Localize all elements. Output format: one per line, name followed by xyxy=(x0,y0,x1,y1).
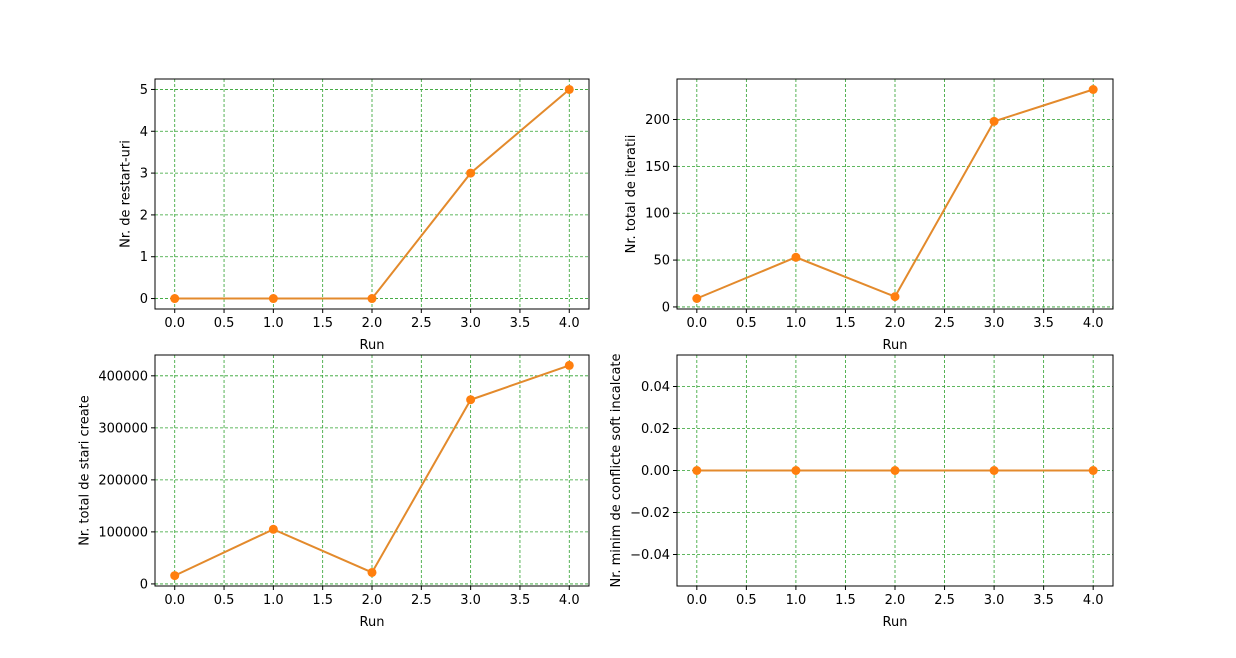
x-tick-label: 2.0 xyxy=(362,593,383,608)
y-tick-label: 200 xyxy=(645,113,670,128)
x-tick-label: 4.0 xyxy=(559,593,580,608)
data-point xyxy=(890,292,900,302)
y-axis-label: Nr. total de stari create xyxy=(77,395,92,546)
x-tick-label: 0.0 xyxy=(686,316,707,331)
x-tick-label: 2.5 xyxy=(934,593,955,608)
x-tick-label: 3.5 xyxy=(1033,316,1054,331)
y-tick-label: 0 xyxy=(140,577,148,592)
x-tick-label: 1.5 xyxy=(835,316,856,331)
data-point xyxy=(466,395,476,405)
x-tick-label: 1.0 xyxy=(786,316,807,331)
x-tick-label: 0.5 xyxy=(736,593,757,608)
x-tick-label: 1.0 xyxy=(263,593,284,608)
x-axis-label: Run xyxy=(883,338,908,353)
x-tick-label: 1.5 xyxy=(835,593,856,608)
data-point xyxy=(564,360,574,370)
x-tick-label: 0.5 xyxy=(736,316,757,331)
y-axis-label: Nr. de restart-uri xyxy=(119,140,134,248)
y-tick-label: 400000 xyxy=(98,369,148,384)
y-tick-label: 0.00 xyxy=(641,464,670,479)
y-tick-label: 0 xyxy=(140,292,148,307)
y-tick-label: 4 xyxy=(140,125,148,140)
x-tick-label: 2.5 xyxy=(411,593,432,608)
data-point xyxy=(1088,84,1098,94)
x-tick-label: 0.0 xyxy=(164,316,185,331)
data-point xyxy=(466,168,476,178)
x-tick-label: 4.0 xyxy=(1083,316,1104,331)
y-tick-label: −0.02 xyxy=(630,506,670,521)
x-tick-label: 0.0 xyxy=(686,593,707,608)
x-tick-label: 0.5 xyxy=(214,593,235,608)
x-tick-label: 3.0 xyxy=(984,316,1005,331)
x-tick-label: 1.0 xyxy=(786,593,807,608)
x-tick-label: 3.5 xyxy=(510,593,531,608)
y-tick-label: 0.02 xyxy=(641,422,670,437)
y-axis-label: Nr. minim de conflicte soft incalcate xyxy=(609,353,624,587)
x-axis-label: Run xyxy=(883,615,908,630)
x-tick-label: 0.0 xyxy=(164,593,185,608)
y-tick-label: 50 xyxy=(653,254,670,269)
data-point xyxy=(268,524,278,534)
data-point xyxy=(268,294,278,304)
data-point xyxy=(791,466,801,475)
x-tick-label: 2.5 xyxy=(934,316,955,331)
y-tick-label: 100 xyxy=(645,207,670,222)
x-axis-label: Run xyxy=(360,615,385,630)
y-tick-label: 150 xyxy=(645,160,670,175)
data-point xyxy=(170,294,180,304)
data-point xyxy=(1088,466,1098,475)
x-axis-label: Run xyxy=(360,338,385,353)
x-tick-label: 3.5 xyxy=(510,316,531,331)
x-tick-label: 1.5 xyxy=(312,316,333,331)
data-point xyxy=(989,466,999,475)
x-tick-label: 3.0 xyxy=(460,316,481,331)
subplot-soft-conflicts: 0.0 0.5 1.0 1.5 2.0 2.5 3.0 3.5 4.0 −0.04 −0.02 0.0… xyxy=(609,353,1114,630)
subplot-iterations: 0.0 0.5 1.0 1.5 2.0 2.5 3.0 3.5 4.0 0 50 100 150 200 R… xyxy=(624,78,1114,353)
data-point xyxy=(692,466,702,475)
x-tick-label: 4.0 xyxy=(559,316,580,331)
y-tick-label: 2 xyxy=(140,208,148,223)
x-tick-label: 3.5 xyxy=(1033,593,1054,608)
y-tick-label: −0.04 xyxy=(630,548,670,563)
y-tick-label: 0.04 xyxy=(641,380,670,395)
y-axis-label: Nr. total de iteratii xyxy=(624,135,639,254)
data-point xyxy=(989,116,999,126)
x-tick-label: 3.0 xyxy=(984,593,1005,608)
y-tick-label: 200000 xyxy=(98,473,148,488)
x-tick-label: 1.5 xyxy=(312,593,333,608)
y-tick-label: 100000 xyxy=(98,525,148,540)
x-tick-label: 2.5 xyxy=(411,316,432,331)
y-tick-label: 5 xyxy=(140,83,148,98)
x-tick-label: 2.0 xyxy=(362,316,383,331)
x-tick-label: 1.0 xyxy=(263,316,284,331)
x-tick-label: 2.0 xyxy=(885,593,906,608)
subplot-states: 0.0 0.5 1.0 1.5 2.0 2.5 3.0 3.5 4.0 0 100000 200000… xyxy=(77,354,590,630)
x-tick-label: 3.0 xyxy=(460,593,481,608)
data-point xyxy=(890,466,900,475)
y-tick-label: 300000 xyxy=(98,421,148,436)
y-tick-label: 0 xyxy=(662,300,670,315)
x-tick-label: 4.0 xyxy=(1083,593,1104,608)
y-tick-label: 1 xyxy=(140,250,148,265)
data-point xyxy=(367,567,377,577)
subplot-restarts: 0.0 0.5 1.0 1.5 2.0 2.5 3.0 3.5 4.0 0 1 2 3 4 5 Run Nr. … xyxy=(119,78,590,353)
x-tick-label: 2.0 xyxy=(885,316,906,331)
data-point xyxy=(170,571,180,581)
x-tick-label: 0.5 xyxy=(214,316,235,331)
data-point xyxy=(564,84,574,94)
data-point xyxy=(692,294,702,304)
data-point xyxy=(367,294,377,304)
data-point xyxy=(791,252,801,262)
y-tick-label: 3 xyxy=(140,167,148,182)
